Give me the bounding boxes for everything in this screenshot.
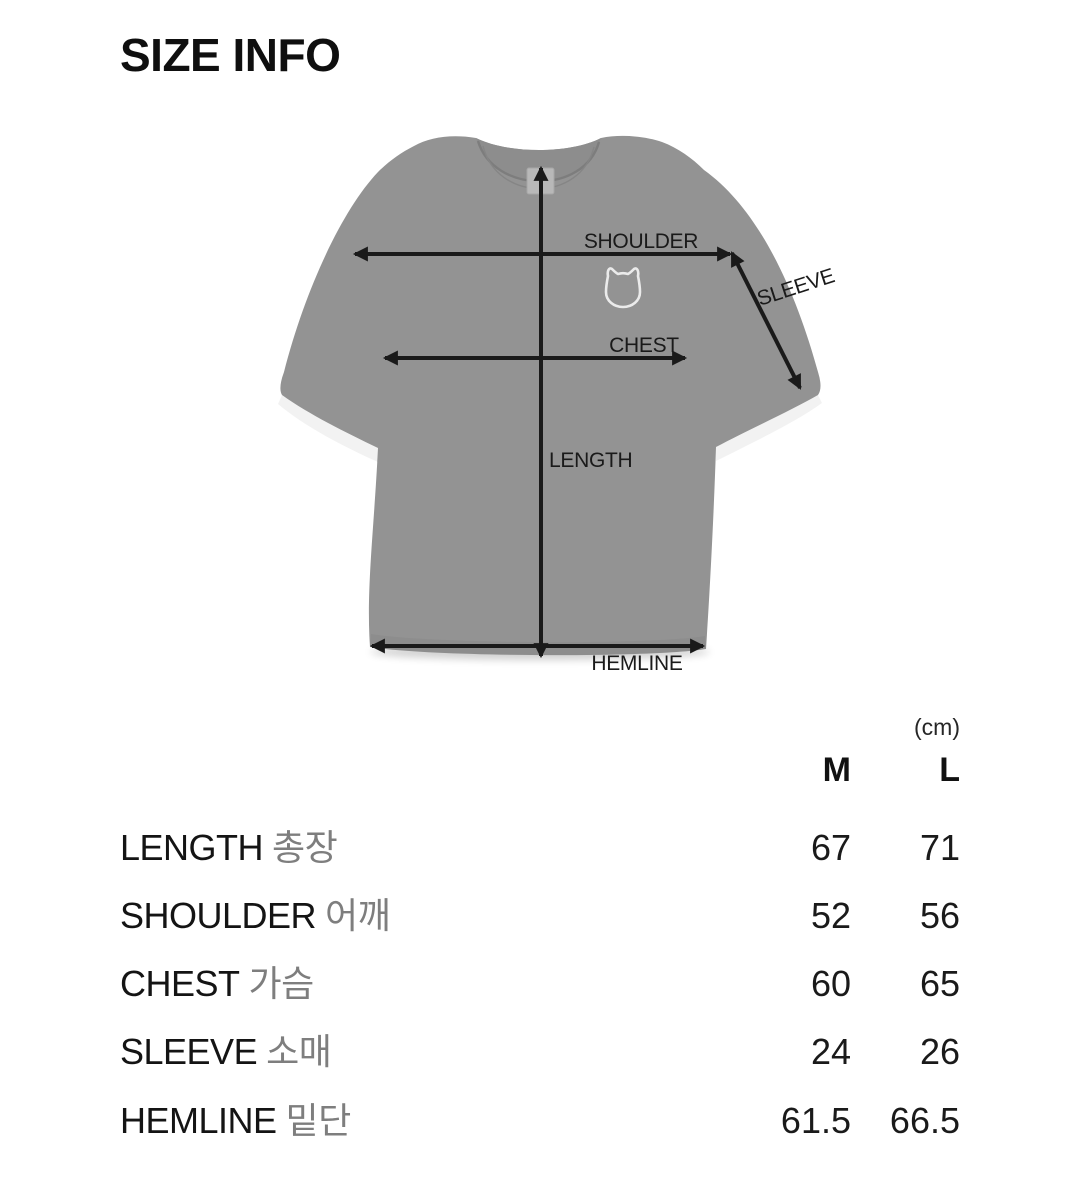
tshirt-measurement-diagram: SHOULDER CHEST LENGTH HEMLINE SLEEVE: [0, 110, 1080, 710]
row-label: CHEST 가슴: [120, 963, 314, 1004]
value-m: 67: [810, 827, 851, 868]
value-l: 26: [919, 1031, 960, 1072]
column-header-l: L: [939, 751, 960, 789]
length-label: LENGTH: [549, 449, 632, 472]
unit-row: (cm): [0, 712, 1080, 742]
value-m: 24: [810, 1031, 851, 1072]
shoulder-label: SHOULDER: [584, 230, 698, 253]
collar-opening: [476, 138, 601, 181]
value-m: 60: [810, 963, 851, 1004]
tshirt-graphic: [280, 135, 821, 656]
table-row-length: LENGTH 총장 67 71: [0, 826, 1080, 870]
unit-label: (cm): [914, 714, 960, 740]
table-row-shoulder: SHOULDER 어깨 52 56: [0, 894, 1080, 938]
row-label: SLEEVE 소매: [120, 1031, 332, 1072]
cat-logo-icon: [604, 267, 642, 309]
table-header-row: M L: [0, 749, 1080, 791]
page-title: SIZE INFO: [120, 29, 341, 81]
column-header-m: M: [822, 751, 851, 789]
value-l: 56: [919, 895, 960, 936]
value-m: 52: [810, 895, 851, 936]
row-label: SHOULDER 어깨: [120, 895, 391, 936]
sleeve-shade-right: [716, 395, 822, 461]
sleeve-shade-left: [278, 395, 378, 462]
sleeve-arrow: [730, 251, 802, 390]
row-label: LENGTH 총장: [120, 827, 338, 868]
row-label: HEMLINE 밑단: [120, 1100, 351, 1141]
value-l: 71: [919, 827, 960, 868]
value-m: 61.5: [780, 1100, 851, 1141]
table-row-sleeve: SLEEVE 소매 24 26: [0, 1030, 1080, 1074]
hemline-label: HEMLINE: [591, 652, 683, 675]
chest-label: CHEST: [609, 334, 679, 357]
table-row-hemline: HEMLINE 밑단 61.5 66.5: [0, 1099, 1080, 1143]
value-l: 66.5: [889, 1100, 960, 1141]
table-row-chest: CHEST 가슴 60 65: [0, 962, 1080, 1006]
value-l: 65: [919, 963, 960, 1004]
